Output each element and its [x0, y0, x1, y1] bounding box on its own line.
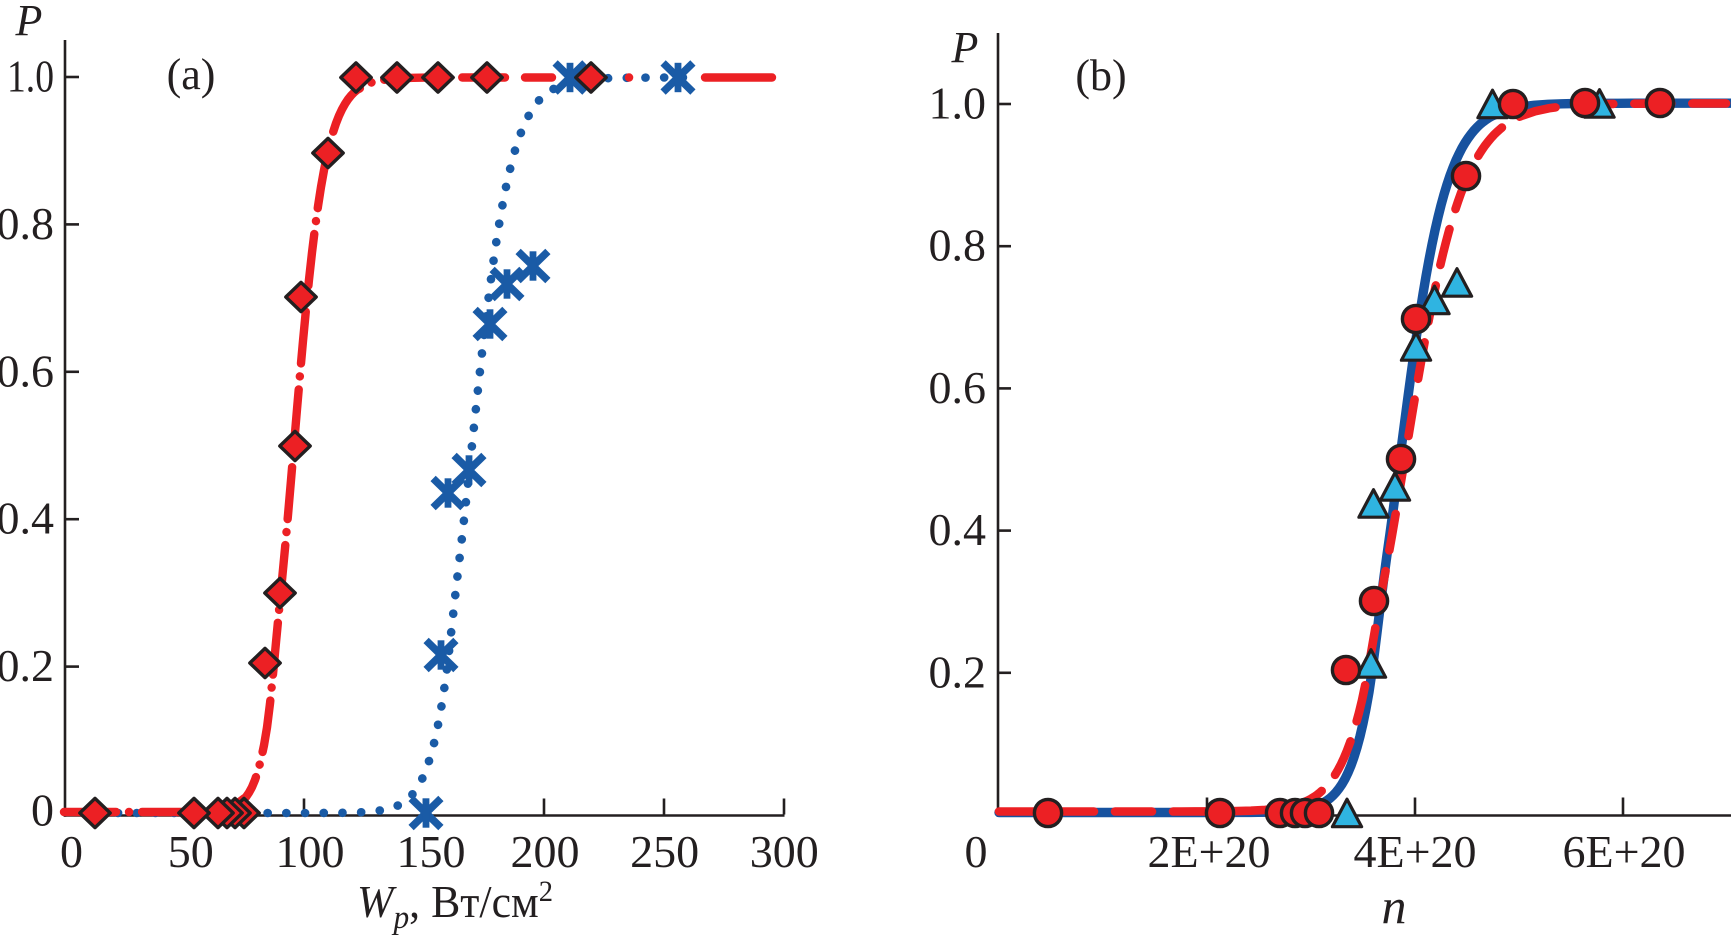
svg-text:2E+20: 2E+20 — [1147, 826, 1270, 877]
svg-text:0.8: 0.8 — [0, 198, 54, 249]
svg-text:P: P — [951, 23, 979, 72]
svg-text:50: 50 — [168, 826, 214, 877]
svg-text:0.2: 0.2 — [929, 646, 987, 697]
svg-text:0.2: 0.2 — [0, 640, 54, 691]
svg-text:200: 200 — [511, 826, 580, 877]
svg-text:150: 150 — [397, 826, 466, 877]
svg-text:0.6: 0.6 — [929, 362, 987, 413]
svg-text:1.0: 1.0 — [7, 51, 54, 102]
svg-text:P: P — [15, 0, 43, 45]
svg-text:0.4: 0.4 — [0, 493, 54, 544]
svg-text:(b): (b) — [1075, 51, 1126, 100]
svg-text:250: 250 — [630, 826, 699, 877]
svg-text:Wp, Вт/см2: Wp, Вт/см2 — [357, 875, 553, 936]
svg-text:1.0: 1.0 — [929, 78, 987, 129]
svg-text:300: 300 — [750, 826, 819, 877]
svg-text:0: 0 — [965, 826, 988, 877]
svg-text:0: 0 — [31, 785, 54, 836]
svg-text:100: 100 — [276, 826, 345, 877]
svg-text:0.6: 0.6 — [0, 345, 54, 396]
svg-text:4E+20: 4E+20 — [1353, 826, 1476, 877]
svg-text:n: n — [1382, 878, 1407, 934]
svg-text:(a): (a) — [167, 50, 216, 99]
svg-text:0.8: 0.8 — [929, 220, 987, 271]
svg-text:0.4: 0.4 — [929, 504, 987, 555]
svg-text:0: 0 — [60, 826, 83, 877]
svg-text:6E+20: 6E+20 — [1562, 826, 1685, 877]
